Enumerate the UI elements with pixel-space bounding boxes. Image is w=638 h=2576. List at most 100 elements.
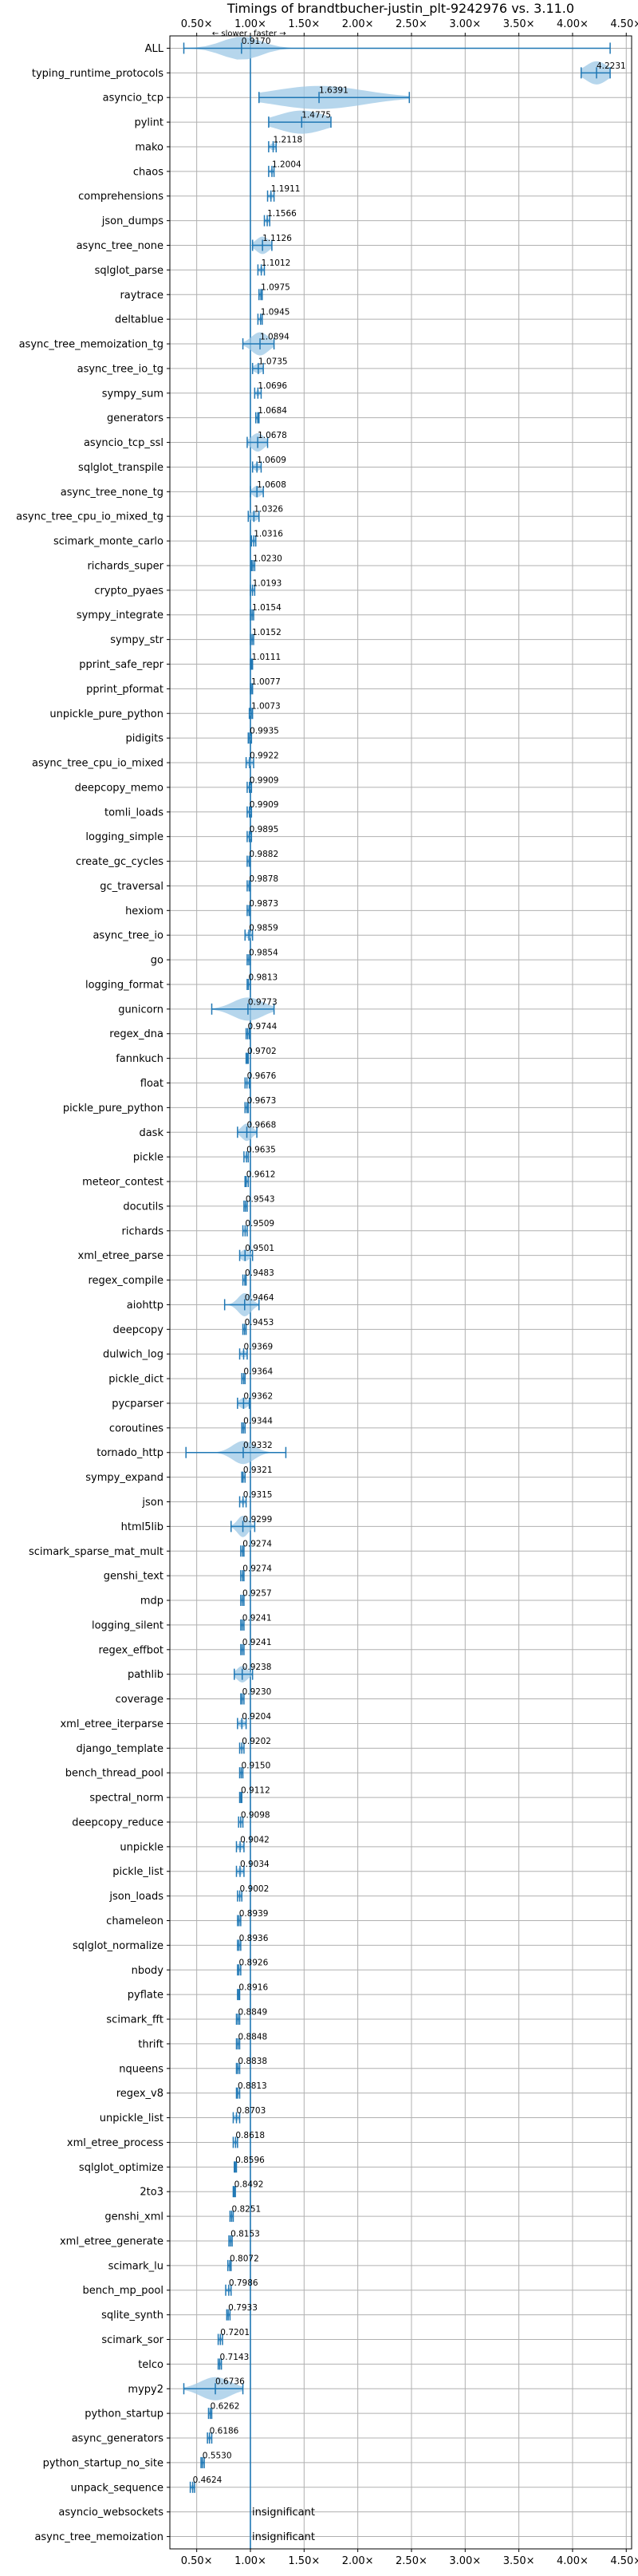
value-label: 0.8849 bbox=[238, 2007, 267, 2017]
value-label: 0.9543 bbox=[246, 1194, 275, 1204]
benchmark-label: asyncio_tcp bbox=[103, 93, 163, 105]
value-label: 0.8072 bbox=[230, 2254, 259, 2263]
value-label: 0.8596 bbox=[235, 2156, 265, 2165]
benchmark-label: coroutines bbox=[109, 1422, 163, 1434]
value-label: 1.0193 bbox=[253, 578, 282, 588]
benchmark-label: async_tree_none_tg bbox=[61, 487, 163, 499]
value-label: 1.4775 bbox=[301, 111, 331, 120]
benchmark-label: xml_etree_generate bbox=[60, 2235, 163, 2247]
value-label: 0.9344 bbox=[243, 1416, 273, 1426]
value-label: 0.9332 bbox=[243, 1441, 273, 1450]
benchmark-label: pickle_list bbox=[112, 1866, 163, 1878]
value-label: 0.9612 bbox=[246, 1170, 276, 1179]
benchmark-label: hexiom bbox=[125, 905, 163, 917]
benchmark-label: async_tree_cpu_io_mixed bbox=[32, 758, 163, 770]
value-label: 0.8848 bbox=[238, 2032, 267, 2041]
value-label: 1.0073 bbox=[251, 702, 281, 712]
value-label: 1.0609 bbox=[257, 456, 286, 465]
x-tick-label-bottom: 4.00× bbox=[557, 2555, 589, 2567]
benchmark-label: async_tree_cpu_io_mixed_tg bbox=[16, 511, 163, 523]
value-label: 1.0077 bbox=[251, 677, 281, 687]
benchmark-label: xml_etree_iterparse bbox=[60, 1718, 163, 1730]
benchmark-label: tornado_http bbox=[96, 1447, 163, 1459]
value-label: 0.7933 bbox=[228, 2303, 258, 2313]
value-label: 1.2118 bbox=[274, 135, 303, 144]
x-tick-label-top: 4.50× bbox=[610, 18, 638, 30]
x-tick-label-top: 1.00× bbox=[234, 18, 266, 30]
x-tick-label-bottom: 0.50× bbox=[181, 2555, 213, 2567]
benchmark-label: sympy_str bbox=[110, 634, 163, 646]
insignificant-label: insignificant bbox=[252, 2531, 315, 2543]
value-label: 0.8939 bbox=[239, 1909, 269, 1919]
value-label: 0.9274 bbox=[242, 1540, 272, 1549]
value-label: 1.2004 bbox=[272, 160, 301, 169]
x-tick-label-bottom: 1.00× bbox=[234, 2555, 266, 2567]
value-label: 4.2231 bbox=[597, 61, 626, 71]
value-label: 0.9909 bbox=[250, 775, 279, 785]
plot-frame bbox=[169, 35, 632, 2550]
value-label: 1.0152 bbox=[252, 628, 282, 637]
benchmark-label: scimark_fft bbox=[106, 2014, 163, 2026]
benchmark-label: logging_simple bbox=[85, 831, 163, 843]
value-label: 1.0894 bbox=[260, 332, 289, 341]
benchmark-label: mako bbox=[135, 141, 163, 153]
value-label: 0.9238 bbox=[242, 1663, 272, 1672]
benchmark-label: pprint_safe_repr bbox=[79, 659, 163, 671]
value-label: 0.6736 bbox=[215, 2377, 245, 2387]
value-label: 0.9257 bbox=[242, 1588, 272, 1598]
benchmark-label: create_gc_cycles bbox=[76, 856, 163, 868]
benchmark-label: async_tree_memoization_tg bbox=[19, 339, 163, 351]
benchmark-label: 2to3 bbox=[140, 2187, 163, 2199]
value-label: 0.9813 bbox=[248, 972, 278, 982]
value-label: 1.0735 bbox=[258, 357, 288, 366]
value-label: 0.7986 bbox=[229, 2278, 258, 2288]
value-label: 0.9230 bbox=[242, 1687, 272, 1697]
benchmark-label: async_tree_io_tg bbox=[77, 363, 163, 375]
value-label: 0.9299 bbox=[243, 1515, 273, 1525]
benchmark-label: regex_compile bbox=[88, 1275, 163, 1287]
value-label: 0.9098 bbox=[241, 1810, 270, 1820]
value-label: 1.0684 bbox=[258, 406, 287, 416]
value-label: 0.9453 bbox=[245, 1318, 274, 1327]
value-label: 0.9922 bbox=[250, 751, 279, 760]
benchmark-label: pickle_pure_python bbox=[63, 1103, 163, 1114]
value-label: 0.9676 bbox=[247, 1071, 277, 1081]
value-label: 0.9673 bbox=[247, 1096, 277, 1106]
value-label: 0.9501 bbox=[245, 1244, 274, 1253]
value-label: 0.9202 bbox=[242, 1737, 271, 1746]
value-label: 0.9364 bbox=[243, 1367, 273, 1377]
benchmark-label: bench_mp_pool bbox=[82, 2285, 163, 2297]
benchmark-label: pickle bbox=[133, 1152, 163, 1164]
value-label: 0.4624 bbox=[193, 2475, 223, 2485]
benchmark-label: scimark_sparse_mat_mult bbox=[29, 1546, 163, 1558]
benchmark-label: asyncio_websockets bbox=[58, 2507, 163, 2519]
benchmark-label: sqlglot_optimize bbox=[79, 2162, 163, 2174]
benchmark-label: mypy2 bbox=[128, 2384, 163, 2396]
value-label: 1.1566 bbox=[267, 209, 297, 219]
value-label: 0.9150 bbox=[242, 1761, 271, 1771]
value-label: 0.9854 bbox=[249, 949, 278, 958]
benchmark-label: sympy_expand bbox=[85, 1472, 163, 1484]
chart-title: Timings of brandtbucher-justin_plt-92429… bbox=[226, 1, 574, 17]
x-tick-label-top: 1.50× bbox=[288, 18, 320, 30]
benchmark-label: typing_runtime_protocols bbox=[32, 68, 163, 80]
benchmark-label: telco bbox=[138, 2359, 163, 2371]
value-label: 0.9002 bbox=[240, 1884, 270, 1894]
value-label: 0.9315 bbox=[243, 1490, 273, 1500]
benchmark-label: deltablue bbox=[115, 314, 163, 326]
benchmark-label: chaos bbox=[133, 166, 163, 178]
benchmark-label: unpickle_list bbox=[100, 2112, 163, 2124]
benchmark-label: pickle_dict bbox=[108, 1374, 163, 1386]
benchmark-label: pidigits bbox=[126, 733, 164, 745]
value-label: 1.0154 bbox=[252, 603, 282, 613]
benchmark-label: genshi_text bbox=[104, 1571, 163, 1583]
benchmark-label: sqlglot_transpile bbox=[78, 462, 163, 474]
insignificant-label: insignificant bbox=[252, 2507, 315, 2519]
value-label: 0.9702 bbox=[247, 1047, 277, 1056]
value-label: 1.1126 bbox=[262, 234, 292, 243]
benchmark-label: coverage bbox=[116, 1694, 163, 1706]
value-label: 0.9464 bbox=[245, 1293, 274, 1303]
benchmark-label: chameleon bbox=[106, 1915, 163, 1927]
value-label: 1.1012 bbox=[262, 258, 291, 268]
benchmark-label: thrift bbox=[138, 2038, 163, 2050]
